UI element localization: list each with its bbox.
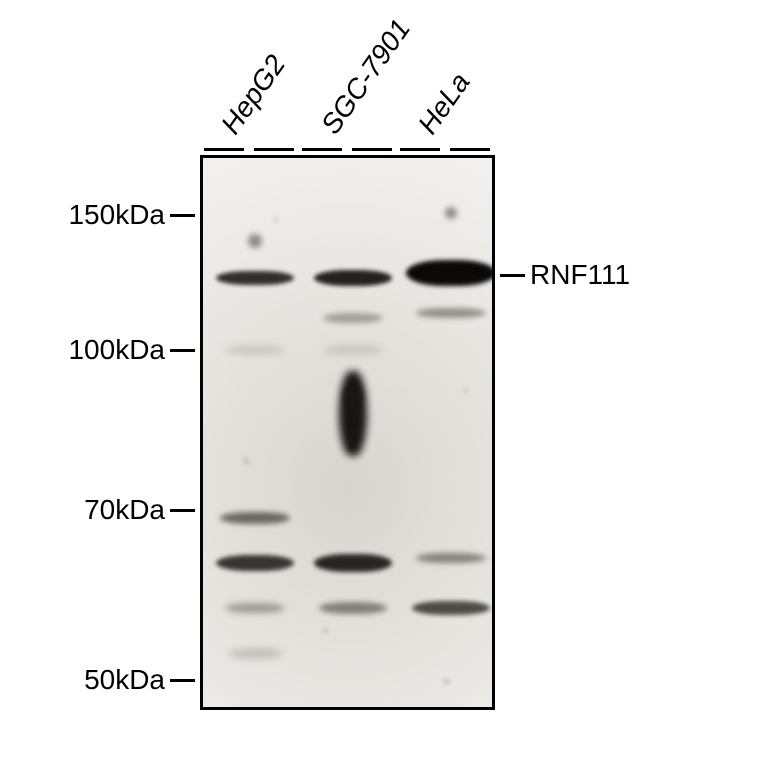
marker-tick-0 (170, 214, 195, 217)
protein-label-text: RNF111 (530, 259, 630, 290)
band-13 (225, 603, 285, 613)
marker-label-2: 70kDa (84, 494, 165, 526)
noise-speck-3 (273, 218, 278, 223)
noise-speck-0 (243, 458, 249, 464)
band-0 (216, 271, 294, 285)
band-2 (406, 260, 495, 286)
band-4 (416, 308, 486, 318)
band-16 (228, 649, 283, 658)
protein-label: RNF111 (530, 259, 630, 291)
band-1 (314, 270, 392, 286)
band-3 (323, 313, 383, 323)
noise-speck-4 (463, 388, 468, 393)
band-12 (416, 553, 486, 563)
marker-tick-1 (170, 349, 195, 352)
marker-label-1: 100kDa (68, 334, 165, 366)
band-5 (225, 346, 285, 354)
western-blot-figure: HepG2 SGC-7901HeLa 150kDa 100kDa 70kDa 50kDa… (0, 0, 764, 764)
band-18 (445, 207, 457, 219)
band-6 (323, 346, 383, 354)
noise-speck-1 (323, 628, 328, 633)
blot-membrane (200, 155, 495, 710)
band-11 (314, 554, 392, 572)
lane-bar-left-0 (204, 148, 244, 151)
marker-label-3: 50kDa (84, 664, 165, 696)
lane-bar-right-2 (450, 148, 490, 151)
lane-bar-left-2 (400, 148, 440, 151)
lane-label-1: SGC-7901 (315, 13, 417, 140)
lane-bar-right-1 (352, 148, 392, 151)
marker-tick-2 (170, 509, 195, 512)
lane-bar-left-1 (302, 148, 342, 151)
noise-speck-2 (443, 678, 450, 685)
lane-label-2: HeLa (412, 67, 477, 140)
band-9 (220, 512, 290, 524)
band-14 (319, 602, 387, 614)
band-17 (248, 234, 262, 248)
lane-label-0: HepG2 (215, 49, 292, 140)
protein-tick (500, 274, 525, 277)
marker-label-0: 150kDa (68, 199, 165, 231)
band-10 (216, 555, 294, 571)
marker-tick-3 (170, 679, 195, 682)
band-8 (344, 384, 362, 409)
lane-bar-right-0 (254, 148, 294, 151)
band-15 (412, 601, 490, 615)
